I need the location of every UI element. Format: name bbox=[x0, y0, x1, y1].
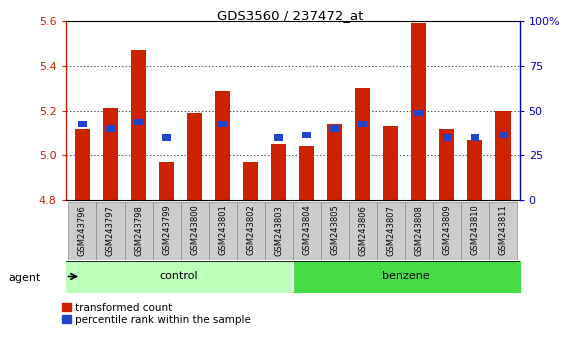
Bar bbox=[411, 23, 427, 200]
Bar bbox=[218, 121, 227, 127]
Text: GSM243796: GSM243796 bbox=[78, 205, 87, 256]
FancyBboxPatch shape bbox=[293, 202, 321, 260]
FancyBboxPatch shape bbox=[405, 202, 433, 260]
Text: GSM243797: GSM243797 bbox=[106, 205, 115, 256]
FancyBboxPatch shape bbox=[321, 202, 349, 260]
FancyBboxPatch shape bbox=[180, 202, 208, 260]
Bar bbox=[159, 162, 174, 200]
Bar bbox=[443, 134, 451, 141]
Bar bbox=[359, 121, 367, 127]
Bar bbox=[162, 134, 171, 141]
FancyBboxPatch shape bbox=[264, 202, 293, 260]
Bar bbox=[299, 147, 315, 200]
FancyBboxPatch shape bbox=[69, 202, 96, 260]
Text: GSM243808: GSM243808 bbox=[414, 205, 423, 256]
Bar bbox=[471, 134, 479, 141]
FancyBboxPatch shape bbox=[377, 202, 405, 260]
Text: agent: agent bbox=[9, 273, 41, 283]
Text: GSM243807: GSM243807 bbox=[386, 205, 395, 256]
Text: GSM243802: GSM243802 bbox=[246, 205, 255, 256]
Bar bbox=[331, 125, 339, 132]
Bar bbox=[75, 129, 90, 200]
Bar bbox=[327, 124, 343, 200]
Text: control: control bbox=[160, 272, 199, 281]
Text: GSM243800: GSM243800 bbox=[190, 205, 199, 256]
FancyBboxPatch shape bbox=[349, 202, 377, 260]
FancyBboxPatch shape bbox=[461, 202, 489, 260]
Legend: transformed count, percentile rank within the sample: transformed count, percentile rank withi… bbox=[62, 303, 251, 325]
Bar bbox=[215, 91, 230, 200]
Bar bbox=[187, 113, 202, 200]
Text: GSM243805: GSM243805 bbox=[330, 205, 339, 256]
Text: GSM243804: GSM243804 bbox=[302, 205, 311, 256]
Bar bbox=[243, 162, 258, 200]
Text: GSM243803: GSM243803 bbox=[274, 205, 283, 256]
Bar bbox=[498, 132, 507, 138]
Bar bbox=[134, 119, 143, 125]
Text: GSM243801: GSM243801 bbox=[218, 205, 227, 256]
FancyBboxPatch shape bbox=[433, 202, 461, 260]
FancyBboxPatch shape bbox=[208, 202, 236, 260]
Text: GSM243799: GSM243799 bbox=[162, 205, 171, 256]
Text: GSM243811: GSM243811 bbox=[498, 205, 507, 256]
Text: GSM243798: GSM243798 bbox=[134, 205, 143, 256]
Bar bbox=[78, 121, 87, 127]
Text: benzene: benzene bbox=[382, 272, 430, 281]
Bar bbox=[103, 108, 118, 200]
Bar bbox=[495, 111, 510, 200]
Bar bbox=[439, 129, 455, 200]
FancyBboxPatch shape bbox=[152, 202, 180, 260]
Bar bbox=[131, 50, 146, 200]
Bar bbox=[106, 125, 115, 132]
Text: GSM243806: GSM243806 bbox=[358, 205, 367, 256]
Text: GDS3560 / 237472_at: GDS3560 / 237472_at bbox=[217, 9, 363, 22]
FancyBboxPatch shape bbox=[96, 202, 124, 260]
FancyBboxPatch shape bbox=[236, 202, 264, 260]
FancyBboxPatch shape bbox=[124, 202, 152, 260]
Bar bbox=[271, 144, 286, 200]
FancyBboxPatch shape bbox=[489, 202, 517, 260]
Bar bbox=[303, 132, 311, 138]
Bar bbox=[383, 126, 399, 200]
Text: GSM243809: GSM243809 bbox=[443, 205, 451, 256]
Bar bbox=[275, 134, 283, 141]
Bar bbox=[415, 110, 423, 116]
Text: GSM243810: GSM243810 bbox=[471, 205, 479, 256]
Bar bbox=[467, 140, 482, 200]
Bar bbox=[355, 88, 371, 200]
